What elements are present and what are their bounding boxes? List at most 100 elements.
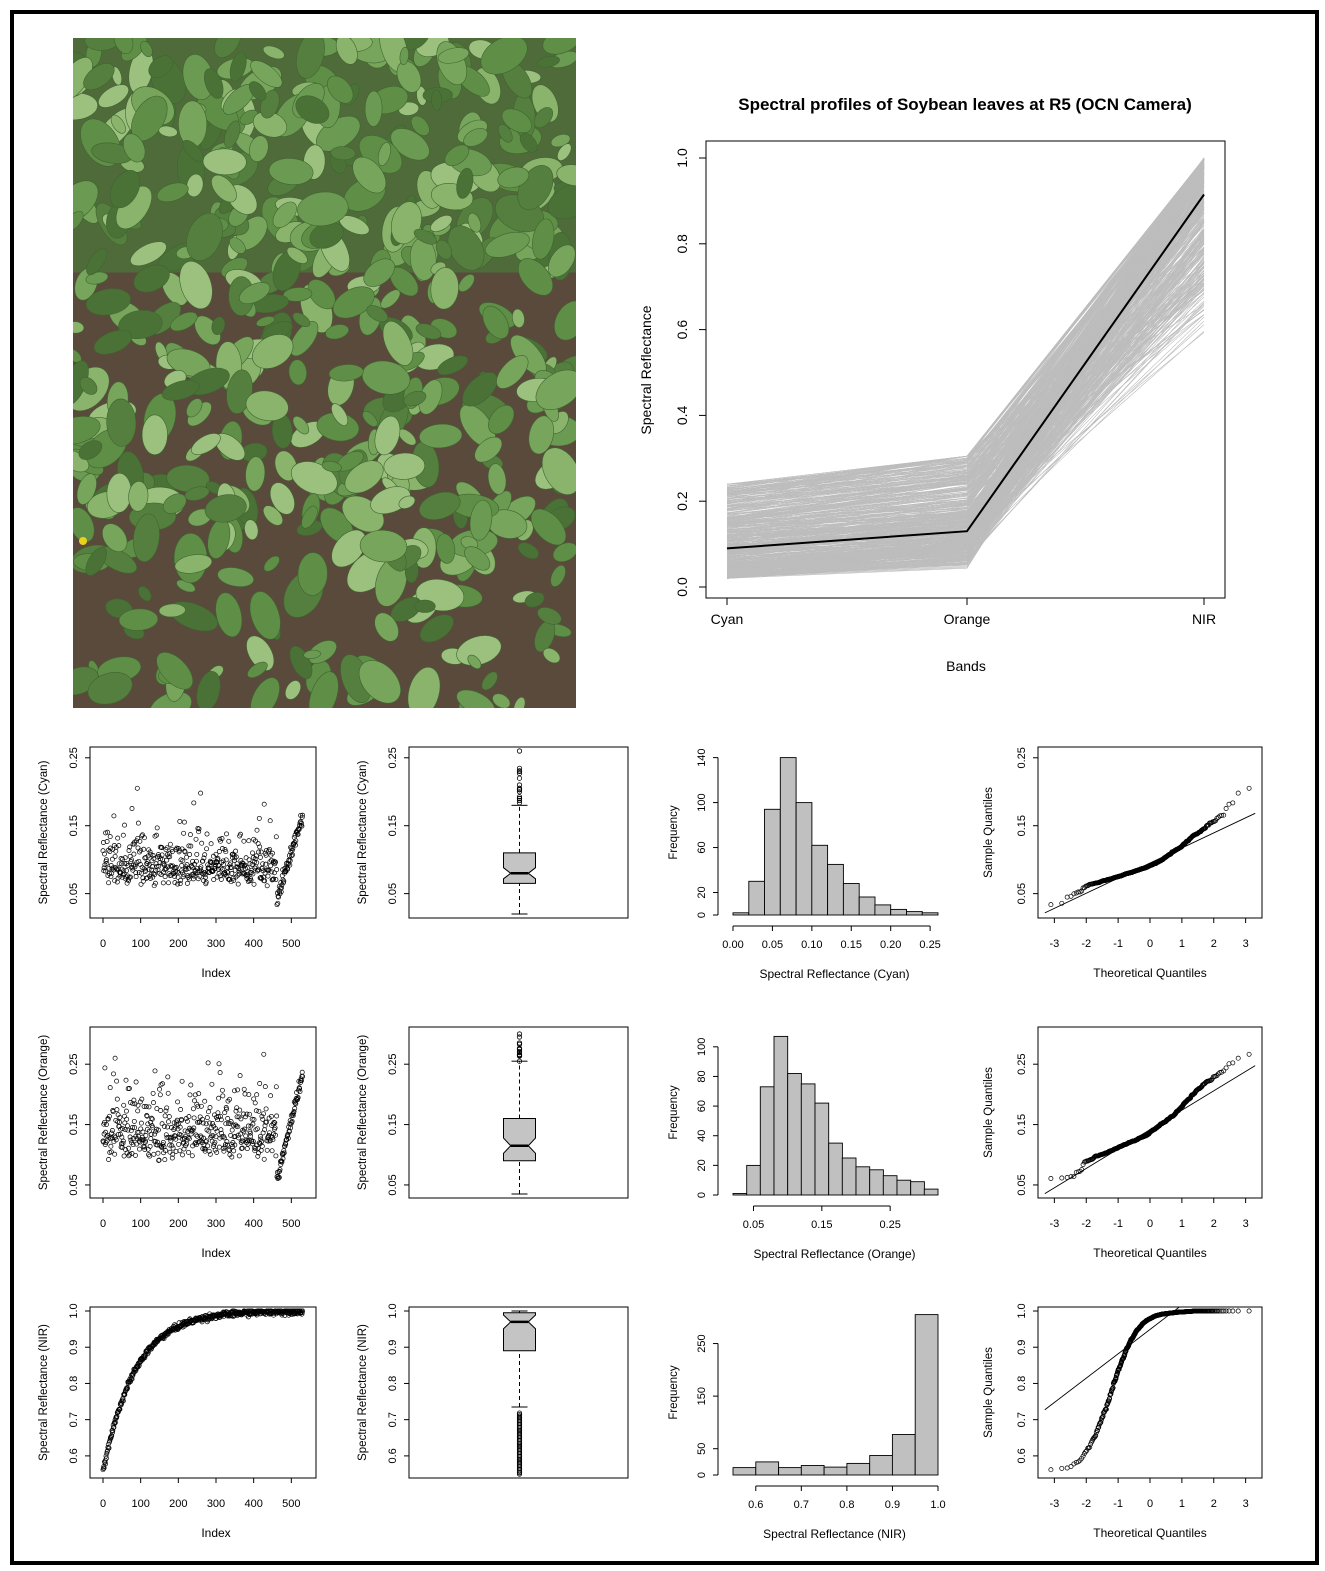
data-point [126,848,132,853]
x-tick-label: 0 [1147,1218,1153,1230]
data-point [121,868,127,874]
leaf [399,46,410,66]
histogram-bar [874,904,892,916]
y-tick-label: 20 [696,1159,708,1171]
leaf [547,183,576,220]
data-point [135,820,141,826]
data-point [229,1127,235,1133]
data-point [205,1060,211,1066]
data-point [111,813,117,819]
y-tick-label: 100 [696,793,708,811]
data-point [166,880,171,886]
leaf [186,398,203,418]
data-point [265,873,271,879]
leaf [362,410,378,427]
x-tick-label: -2 [1081,938,1091,950]
leaf [78,440,103,460]
leaf [469,499,493,541]
leaf [511,308,525,328]
data-point [146,1104,152,1110]
data-point [164,1105,170,1111]
data-point [226,838,232,844]
y-tick-label: 60 [696,841,708,853]
histogram-bar [827,863,844,916]
data-point [133,874,139,880]
histogram-bar [755,1461,780,1476]
x-tick-label: 0.15 [841,939,862,951]
data-point [138,881,144,887]
data-point [131,851,137,857]
leaf [467,654,482,670]
data-point [110,865,116,871]
leaf [297,552,328,596]
data-point [135,1108,141,1114]
data-point [191,800,197,806]
x-tick-label: Cyan [711,611,744,627]
y-tick-label: 0.05 [68,883,80,904]
data-point [108,845,113,851]
data-point [180,1152,185,1158]
x-tick-label: 0.8 [839,1499,854,1511]
x-tick-label: 0.9 [885,1499,900,1511]
data-point [184,1118,190,1124]
leaf [73,210,84,232]
data-point [210,1121,216,1126]
data-point [268,1093,274,1099]
leaf [138,586,152,602]
y-axis-label: Spectral Reflectance (Orange) [357,1035,369,1190]
histogram-bar [890,908,907,916]
x-tick-label: -1 [1113,1218,1123,1230]
data-point [233,848,239,854]
leaf [182,139,204,163]
leaf [542,647,561,664]
profile-line [726,256,1205,575]
data-point [114,1078,120,1084]
data-point [209,1081,215,1087]
leaf [269,482,295,515]
x-tick-label: 0.20 [880,939,901,951]
data-point [123,1077,129,1083]
y-tick-label: 0.25 [1016,1053,1028,1074]
y-tick-label: 0.25 [68,747,80,768]
leaf [288,359,307,386]
y-tick-label: 0.25 [387,1053,399,1074]
profile-line [726,202,1205,506]
data-point [274,867,280,873]
leaf [482,305,510,339]
leaf [158,603,186,618]
x-tick-label: 0 [100,938,106,950]
x-tick-label: NIR [1192,611,1216,627]
data-point [263,861,269,867]
data-point [131,841,137,847]
profile-line [726,248,1205,537]
y-tick-label: 0 [696,912,708,918]
qq-point [1235,1055,1241,1061]
x-tick-label: -3 [1049,1218,1059,1230]
data-point [193,836,199,842]
leaf [327,75,354,104]
leaf [83,63,115,91]
data-point [104,839,110,844]
data-point [186,1149,191,1155]
soybean-field-photo [73,38,576,708]
profile-line [726,163,1205,502]
x-tick-label: 3 [1243,1218,1249,1230]
leaf [86,248,108,276]
leaf [250,677,280,708]
data-point [129,806,135,811]
x-tick-label: 2 [1211,938,1217,950]
leaf [297,191,349,227]
y-tick-label: 20 [696,886,708,898]
data-point [151,883,157,889]
data-point [112,853,118,859]
data-point [101,865,107,871]
leaf [244,519,259,541]
x-tick-label: 0 [100,1218,106,1230]
data-point [116,843,122,849]
data-point [137,1146,142,1152]
leaf [245,390,289,422]
x-axis-label: Index [201,1246,230,1260]
data-point [162,874,168,880]
